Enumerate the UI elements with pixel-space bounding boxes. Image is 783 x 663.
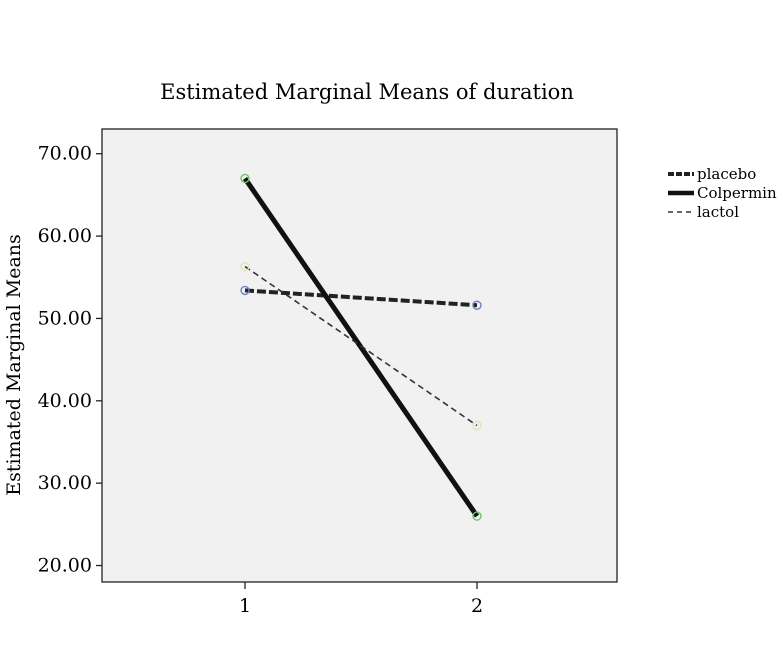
y-tick-label: 30.00 — [38, 472, 92, 494]
legend-label: Colpermin — [697, 184, 777, 202]
data-point-lactol — [472, 420, 482, 431]
x-tick-label: 1 — [239, 595, 251, 617]
y-axis-label: Estimated Marginal Means — [3, 234, 25, 496]
data-point-placebo — [240, 285, 250, 296]
series-line-lactol — [244, 265, 478, 427]
data-point-placebo — [472, 300, 482, 310]
y-tick-label: 70.00 — [38, 143, 92, 165]
data-point-colpermin — [240, 173, 250, 184]
y-tick-label: 20.00 — [38, 555, 92, 577]
y-axis: 20.00 30.00 40.00 50.00 60.00 70.00 — [38, 143, 102, 577]
plot-area — [101, 128, 618, 583]
y-tick-label: 50.00 — [38, 307, 92, 329]
y-tick-label: 40.00 — [38, 390, 92, 412]
data-point-lactol — [240, 261, 250, 272]
y-tick-label: 60.00 — [38, 225, 92, 247]
data-point-colpermin — [472, 511, 482, 521]
legend-label: lactol — [697, 203, 739, 221]
series-layer — [240, 173, 482, 521]
series-line-colpermin — [242, 177, 480, 518]
legend-label: placebo — [697, 165, 756, 183]
series-line-placebo — [244, 288, 478, 308]
chart-title: Estimated Marginal Means of duration — [160, 80, 574, 104]
x-tick-label: 2 — [471, 595, 483, 617]
